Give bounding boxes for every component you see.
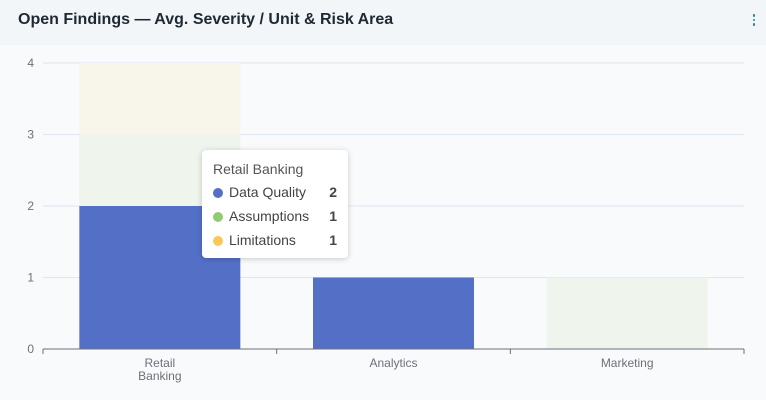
card-header: Open Findings — Avg. Severity / Unit & R… [0, 0, 766, 45]
chart-title: Open Findings — Avg. Severity / Unit & R… [18, 11, 394, 28]
x-tick-label: Banking [138, 369, 181, 383]
tooltip-row-assumptions: Assumptions 1 [213, 208, 337, 226]
tooltip-row-data-quality: Data Quality 2 [213, 184, 337, 202]
legend-dot-icon [213, 212, 223, 222]
x-tick-label: Retail [144, 356, 175, 370]
tooltip-series-value: 1 [329, 232, 337, 248]
tooltip-series-name: Data Quality [229, 184, 307, 200]
tooltip-row-limitations: Limitations 1 [213, 232, 337, 250]
y-tick-label: 3 [27, 128, 34, 142]
more-vertical-icon[interactable] [750, 12, 758, 32]
tooltip-series-value: 2 [329, 184, 337, 200]
tooltip-series-name: Limitations [229, 232, 296, 248]
bar-data-quality [313, 277, 474, 349]
tooltip-series-name: Assumptions [229, 208, 310, 224]
bar-assumptions [546, 277, 708, 349]
chart-tooltip: Retail Banking Data Quality 2 Assumption… [202, 150, 348, 258]
y-tick-label: 4 [27, 56, 34, 70]
bar-limitations [79, 63, 241, 135]
y-tick-label: 2 [27, 199, 34, 213]
y-tick-label: 1 [27, 271, 34, 285]
legend-dot-icon [213, 236, 223, 246]
tooltip-title: Retail Banking [213, 161, 304, 177]
y-tick-label: 0 [27, 342, 34, 356]
tooltip-series-value: 1 [329, 208, 337, 224]
x-tick-label: Marketing [601, 356, 654, 370]
x-tick-label: Analytics [369, 356, 417, 370]
legend-dot-icon [213, 188, 223, 198]
